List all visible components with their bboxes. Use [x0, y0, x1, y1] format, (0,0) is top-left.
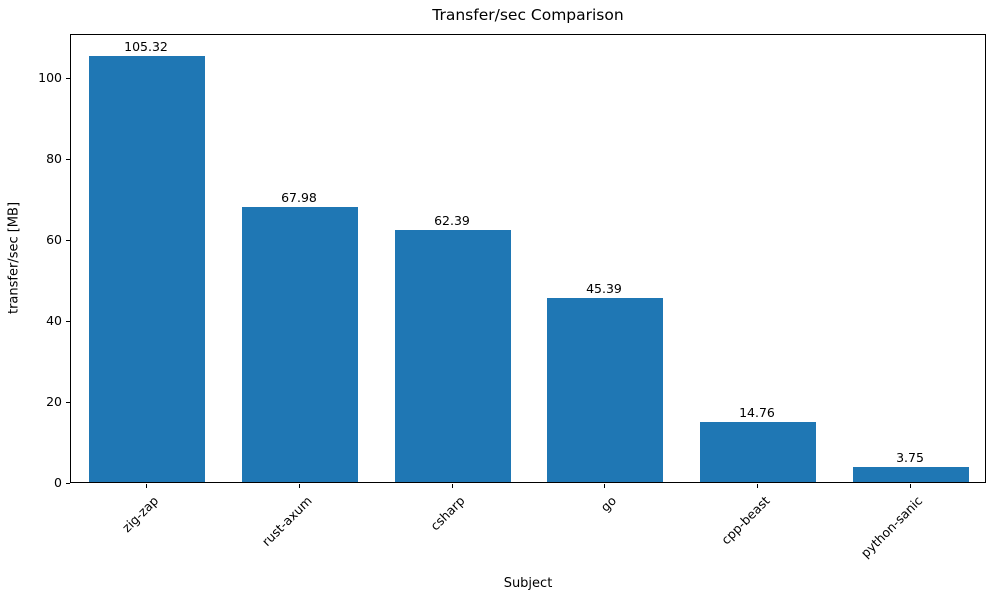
x-tick-label-rust-axum: rust-axum	[258, 493, 315, 549]
y-tick-mark	[66, 240, 70, 241]
bar-zig-zap	[89, 56, 205, 482]
y-tick-mark	[66, 402, 70, 403]
bar-rust-axum	[242, 207, 358, 482]
x-tick-label-go: go	[597, 493, 620, 515]
y-tick-label: 60	[46, 232, 62, 247]
y-tick-label: 100	[38, 70, 62, 85]
bar-value-label: 105.32	[124, 39, 168, 54]
x-tick-mark	[910, 484, 911, 488]
bar-python-sanic	[853, 467, 969, 482]
x-tick-mark	[452, 484, 453, 488]
y-tick-mark	[66, 483, 70, 484]
x-tick-label-csharp: csharp	[427, 493, 468, 534]
plot-area	[70, 34, 986, 483]
bar-value-label: 67.98	[281, 190, 317, 205]
chart-title: Transfer/sec Comparison	[432, 6, 624, 24]
y-tick-mark	[66, 321, 70, 322]
x-tick-label-cpp-beast: cpp-beast	[718, 493, 773, 548]
x-tick-label-zig-zap: zig-zap	[119, 493, 162, 536]
x-tick-mark	[757, 484, 758, 488]
x-tick-mark	[146, 484, 147, 488]
bar-value-label: 14.76	[739, 405, 775, 420]
y-tick-label: 80	[46, 151, 62, 166]
x-tick-mark	[299, 484, 300, 488]
x-tick-mark	[604, 484, 605, 488]
bar-go	[547, 298, 663, 482]
bar-cpp-beast	[700, 422, 816, 482]
y-axis-label: transfer/sec [MB]	[6, 201, 22, 315]
y-tick-label: 40	[46, 313, 62, 328]
y-tick-label: 20	[46, 394, 62, 409]
x-tick-label-python-sanic: python-sanic	[857, 493, 926, 561]
bar-csharp	[395, 230, 511, 482]
bar-value-label: 3.75	[896, 450, 924, 465]
y-tick-mark	[66, 159, 70, 160]
bar-value-label: 62.39	[434, 213, 470, 228]
x-axis-label: Subject	[503, 576, 553, 591]
y-tick-label: 0	[54, 475, 62, 490]
y-tick-mark	[66, 78, 70, 79]
bar-value-label: 45.39	[586, 281, 622, 296]
